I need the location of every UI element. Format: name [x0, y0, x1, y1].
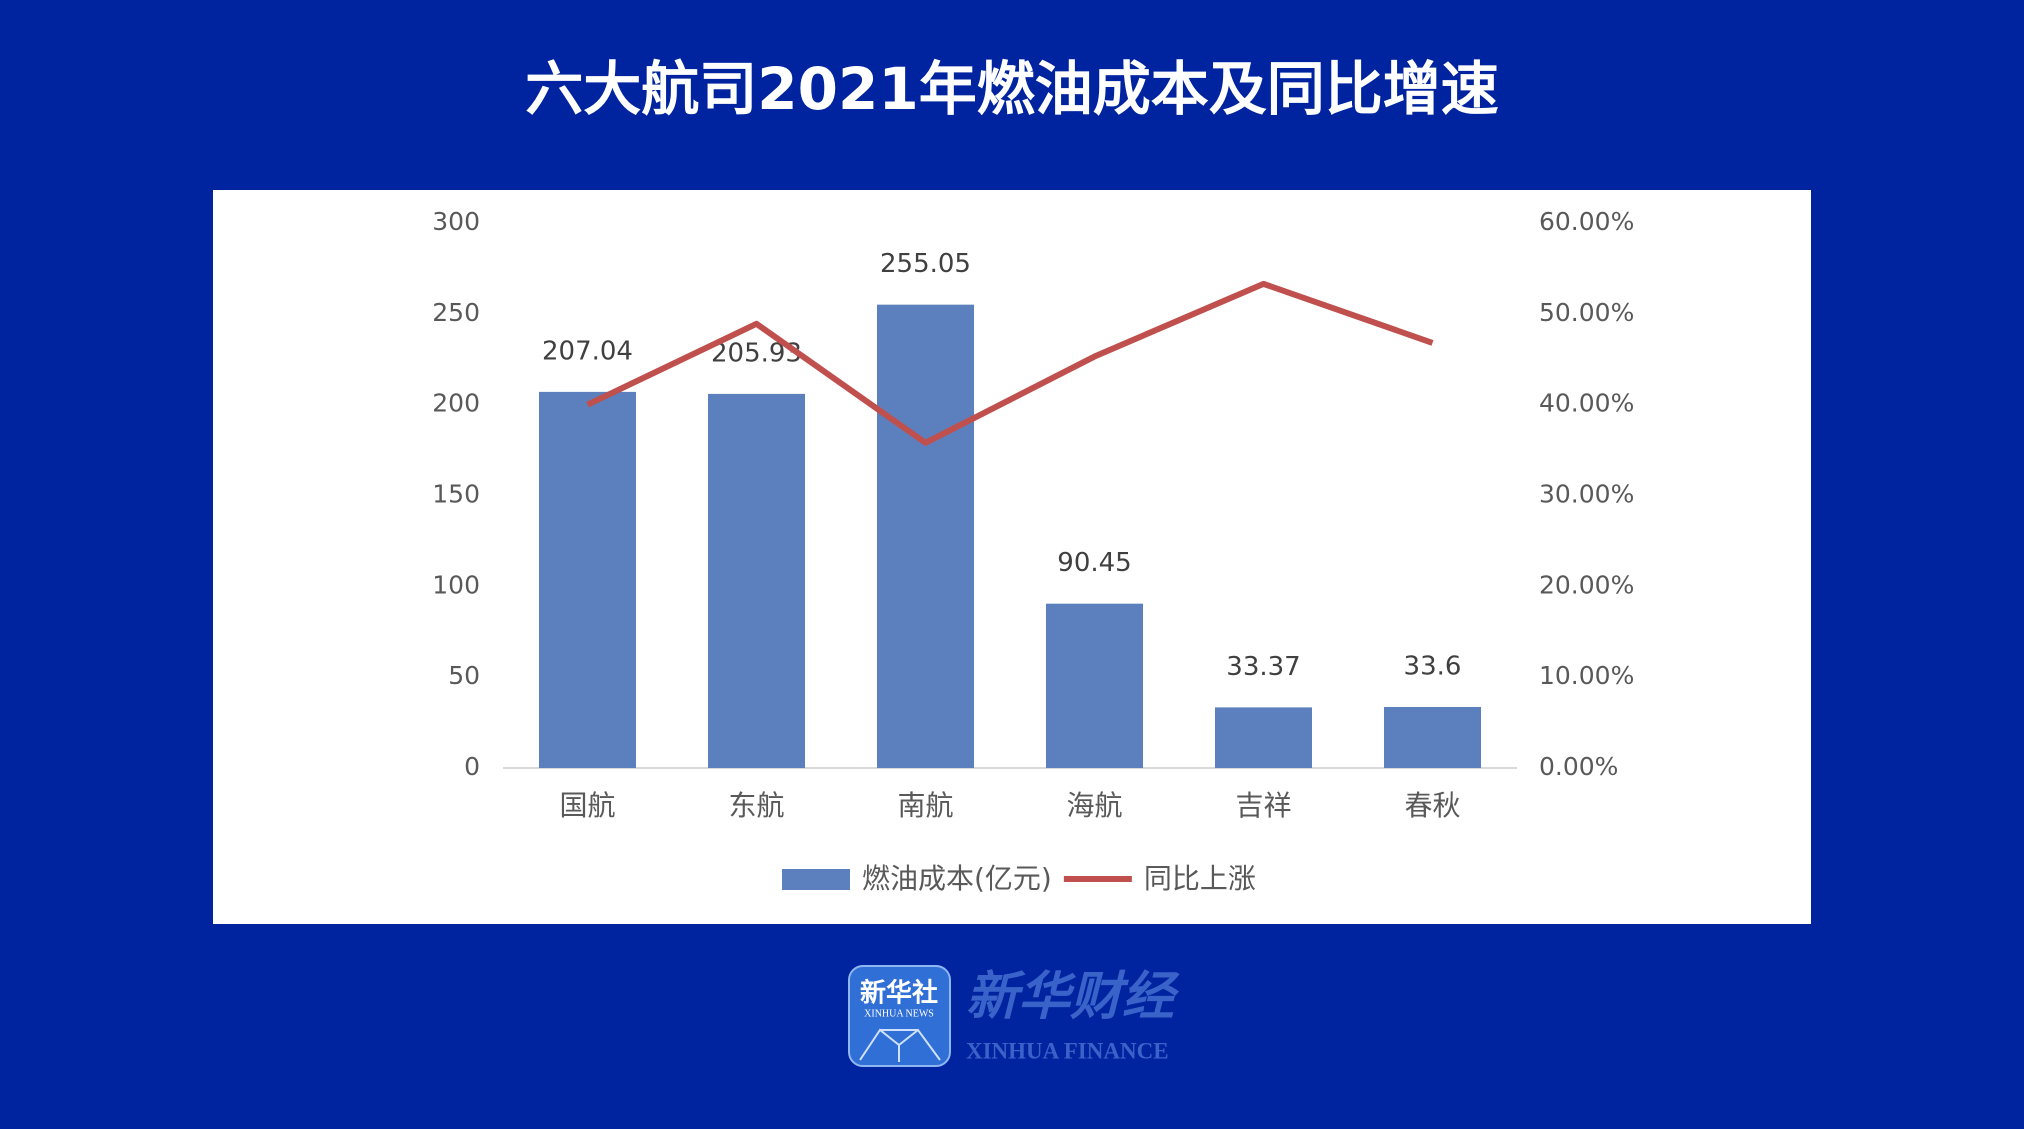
y2-tick-label: 0.00%	[1539, 752, 1618, 781]
bar	[708, 393, 805, 768]
data-label: 33.6	[1404, 651, 1462, 681]
logo-network	[859, 1028, 941, 1062]
y-tick-label: 150	[432, 480, 480, 509]
legend-label: 燃油成本(亿元)	[862, 862, 1052, 895]
x-tick-label: 东航	[728, 789, 784, 822]
data-label: 255.05	[880, 249, 971, 279]
x-tick-label: 国航	[559, 789, 615, 822]
line	[586, 280, 1434, 446]
logo-brand-subtext: XINHUA FINANCE	[966, 1038, 1169, 1063]
logo-brand: 新华财经	[966, 969, 1180, 1026]
logo: 新华社 XINHUA NEWS 新华财经 XINHUA FINANCE	[848, 965, 1180, 1067]
y2-tick-label: 40.00%	[1539, 389, 1634, 418]
logo-icon-subtext: XINHUA NEWS	[864, 1008, 934, 1019]
y-tick-label: 300	[432, 207, 480, 236]
x-tick-label: 春秋	[1404, 789, 1460, 822]
bar	[539, 391, 636, 768]
y2-tick-label: 10.00%	[1539, 661, 1634, 690]
bar	[1215, 707, 1312, 768]
data-label: 207.04	[542, 336, 633, 366]
y-tick-label: 100	[432, 570, 480, 599]
data-label: 90.45	[1057, 548, 1131, 578]
y2-tick-label: 20.00%	[1539, 570, 1634, 599]
bar	[1384, 706, 1481, 768]
y-tick-label: 0	[464, 752, 480, 781]
logo-icon	[848, 965, 951, 1067]
plot-panel	[213, 190, 1811, 924]
x-tick-label: 海航	[1066, 789, 1122, 822]
bar	[877, 304, 974, 768]
y-tick-label: 50	[448, 661, 480, 690]
x-tick-label: 南航	[897, 789, 953, 822]
y2-tick-label: 50.00%	[1539, 298, 1634, 327]
y-tick-label: 250	[432, 298, 480, 327]
logo-icon-text: 新华社	[860, 978, 938, 1009]
data-label: 33.37	[1226, 652, 1300, 682]
y-tick-label: 200	[432, 389, 480, 418]
legend-swatch	[782, 869, 850, 890]
y2-tick-label: 60.00%	[1539, 207, 1634, 236]
bar	[1046, 603, 1143, 768]
chart-title: 六大航司2021年燃油成本及同比增速	[525, 55, 1498, 123]
legend-label: 同比上涨	[1144, 862, 1256, 895]
y2-tick-label: 30.00%	[1539, 480, 1634, 509]
x-tick-label: 吉祥	[1235, 789, 1291, 822]
